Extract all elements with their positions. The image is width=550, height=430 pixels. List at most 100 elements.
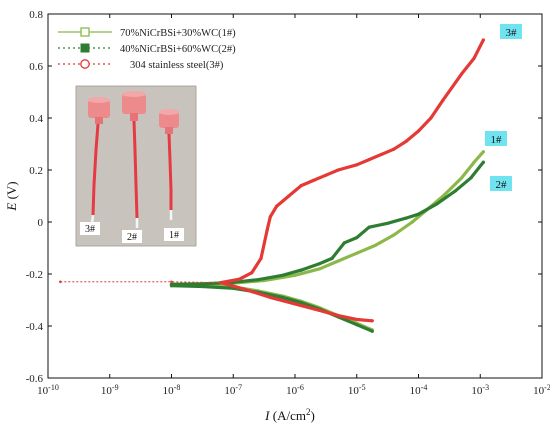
data-point [460, 72, 464, 76]
data-point [342, 241, 346, 245]
data-point [336, 168, 340, 172]
data-point [472, 160, 476, 164]
data-point [435, 202, 439, 206]
series-anodic-branch [169, 160, 485, 286]
svg-text:1#: 1# [491, 134, 503, 146]
data-point [259, 256, 263, 260]
data-point [318, 262, 322, 266]
legend-entry-2: 40%NiCrBSi+60%WC(2#) [58, 43, 236, 55]
x-axis-ticks: 10-10 10-9 10-8 10-7 10-6 10-5 10-4 10-3 10-2 [37, 14, 550, 397]
photo-label-bg-2 [122, 230, 142, 243]
data-point [281, 273, 285, 277]
series-layer [59, 38, 485, 333]
data-point [250, 271, 254, 275]
y-tick-label: -0.2 [26, 269, 43, 281]
data-point [244, 288, 248, 292]
svg-text:2#: 2# [496, 179, 508, 191]
legend-entry-3: 304 stainless steel(3#) [58, 59, 224, 71]
data-point [386, 221, 390, 225]
legend-label-2: 40%NiCrBSi+60%WC(2#) [120, 44, 236, 55]
data-point [367, 225, 371, 229]
series-tag-1: 1# [485, 131, 507, 146]
data-point [281, 295, 285, 299]
data-point [416, 129, 421, 133]
data-point [274, 204, 279, 208]
photo-label-3: 3# [85, 224, 95, 235]
y-tick-label: 0.6 [29, 61, 43, 73]
data-point [299, 184, 303, 188]
series-3 [59, 38, 485, 323]
data-point [170, 280, 173, 284]
data-point [355, 323, 359, 327]
data-point [379, 152, 384, 156]
data-point [370, 329, 374, 333]
series-cathodic-branch [219, 281, 374, 323]
series-cathodic-branch [169, 284, 374, 333]
data-point [370, 319, 374, 323]
series-tag-3: 3# [500, 24, 522, 39]
data-point [355, 317, 359, 322]
data-point [355, 163, 359, 167]
legend-label-3: 304 stainless steel(3#) [130, 60, 224, 71]
y-tick-label: 0 [38, 217, 44, 229]
data-point [429, 116, 433, 120]
specimen-photo: 3# 2# 1# [75, 85, 197, 247]
x-axis-title: I (A/cm2) [264, 407, 315, 423]
photo-label-bg-1 [164, 228, 184, 241]
data-point [336, 259, 340, 263]
legend-label-1: 70%NiCrBSi+30%WC(1#) [120, 28, 236, 39]
data-point [373, 243, 377, 247]
y-tick-label: 0.2 [29, 165, 43, 177]
photo-label-2: 2# [127, 232, 137, 243]
x-tick-label: 10-2 [533, 383, 550, 398]
data-point [441, 194, 445, 198]
x-tick-label: 10-3 [471, 383, 489, 398]
data-point [416, 212, 421, 216]
x-tick-label: 10-4 [410, 383, 428, 398]
specimen-3 [88, 97, 110, 225]
data-point [355, 251, 359, 255]
data-point [460, 176, 464, 180]
data-point [404, 216, 408, 220]
data-point [265, 228, 269, 232]
data-point [469, 176, 473, 180]
data-point [299, 268, 303, 272]
data-point [311, 178, 316, 182]
legend: 70%NiCrBSi+30%WC(1#) 40%NiCrBSi+60%WC(2#… [58, 27, 236, 71]
y-tick-label: -0.6 [26, 373, 44, 385]
data-point [287, 194, 291, 198]
data-point [472, 56, 476, 60]
data-point [293, 273, 297, 277]
data-point [392, 233, 396, 237]
data-point [336, 314, 340, 318]
data-point [441, 98, 445, 102]
specimen-1 [159, 109, 179, 220]
data-point [200, 284, 204, 289]
data-point [268, 295, 272, 299]
y-tick-label: 0.8 [29, 9, 43, 21]
y-tick-label: -0.4 [26, 321, 44, 333]
data-point [293, 302, 297, 306]
data-point [404, 139, 408, 143]
data-point [410, 220, 414, 224]
data-point [219, 280, 223, 285]
x-tick-label: 10-7 [224, 383, 242, 398]
photo-label-bg-3 [80, 222, 100, 235]
data-point [169, 284, 174, 288]
x-tick-label: 10-10 [37, 383, 59, 398]
x-tick-label: 10-6 [286, 383, 304, 398]
data-point [453, 189, 458, 193]
data-point [355, 236, 359, 240]
data-point [256, 278, 260, 282]
data-point [367, 158, 371, 162]
svg-text:3#: 3# [506, 27, 518, 39]
data-point [324, 173, 328, 177]
data-point [200, 282, 204, 286]
data-point [237, 277, 242, 281]
series-baseline [60, 281, 221, 284]
data-point [481, 150, 485, 154]
data-point [268, 215, 272, 219]
y-axis-title: E (V) [4, 181, 19, 211]
data-point [481, 38, 485, 42]
